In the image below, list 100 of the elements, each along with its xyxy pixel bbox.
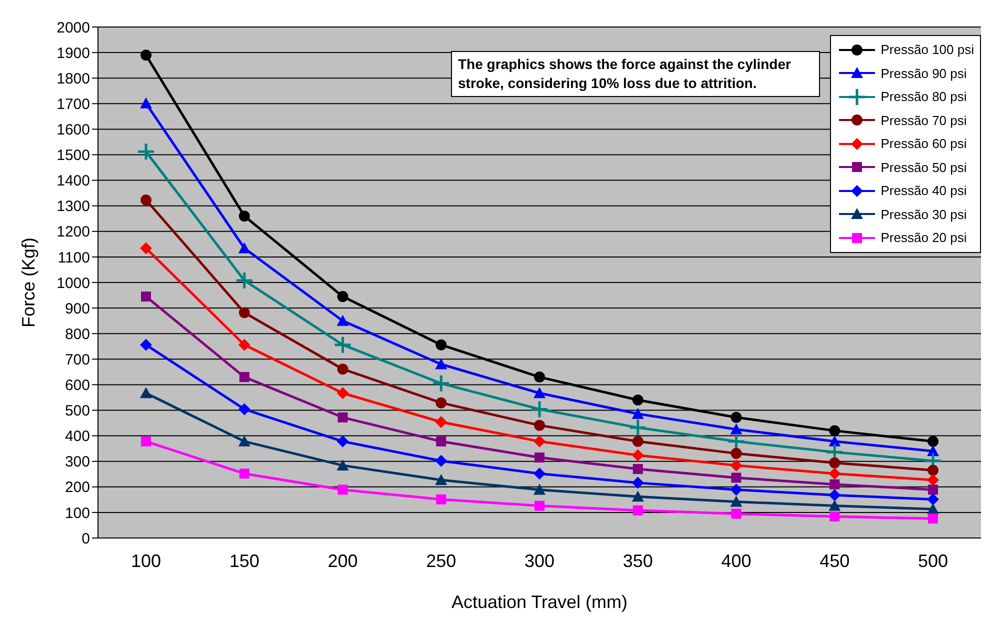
point — [435, 358, 448, 370]
point — [141, 292, 151, 302]
legend-label: Pressão 40 psi — [880, 183, 967, 198]
y-tick-label: 1500 — [56, 147, 90, 164]
legend-label: Pressão 100 psi — [880, 42, 974, 58]
y-tick-label: 1100 — [58, 249, 90, 266]
point — [828, 468, 841, 480]
y-tick-label: 800 — [64, 326, 90, 343]
x-tick-label: 450 — [820, 550, 850, 571]
point — [828, 500, 841, 511]
y-tick-label: 1900 — [56, 44, 90, 62]
point — [432, 374, 450, 393]
point — [830, 512, 840, 522]
point — [927, 493, 939, 506]
x-tick-label: 200 — [328, 550, 358, 571]
point — [731, 472, 742, 483]
y-tick-label: 600 — [64, 377, 90, 394]
point — [235, 271, 254, 290]
x-tick-label: 400 — [721, 550, 752, 571]
point — [140, 387, 152, 398]
x-tick-label: 250 — [426, 550, 456, 571]
point — [928, 436, 938, 447]
y-tick-label: 1700 — [56, 96, 90, 113]
point — [828, 435, 841, 446]
point — [238, 403, 250, 416]
point — [238, 210, 250, 222]
point — [140, 338, 152, 351]
point — [530, 400, 549, 418]
point — [730, 412, 742, 423]
point — [436, 494, 446, 504]
point — [632, 394, 644, 406]
point — [534, 387, 546, 398]
point — [534, 468, 546, 480]
point — [136, 142, 156, 161]
point — [632, 476, 644, 489]
y-tick-label: 2000 — [56, 19, 90, 36]
y-tick-label: 700 — [64, 351, 90, 368]
x-tick-label: 150 — [229, 550, 260, 571]
point — [730, 448, 742, 459]
y-tick-label: 400 — [64, 428, 90, 446]
legend-label: Pressão 50 psi — [880, 160, 967, 175]
y-tick-label: 1400 — [56, 172, 90, 190]
point — [632, 490, 644, 502]
point — [238, 242, 250, 254]
point — [828, 489, 841, 502]
point — [436, 397, 447, 408]
x-axis-title: Actuation Travel (mm) — [451, 592, 628, 612]
point — [336, 435, 349, 448]
y-tick-label: 200 — [64, 479, 90, 496]
y-tick-label: 300 — [64, 454, 90, 471]
legend-label: Pressão 30 psi — [880, 206, 967, 222]
point — [730, 459, 742, 472]
point — [534, 420, 545, 431]
point — [534, 484, 546, 495]
x-tick-label: 500 — [918, 550, 948, 571]
point — [928, 464, 938, 476]
point — [927, 474, 939, 486]
legend-label: Pressão 60 psi — [880, 136, 967, 152]
point — [239, 372, 250, 382]
y-tick-label: 100 — [64, 504, 90, 522]
y-tick-label: 1800 — [56, 70, 90, 88]
point — [338, 412, 348, 422]
point — [140, 50, 152, 61]
y-tick-label: 1000 — [56, 274, 90, 292]
legend-label: Pressão 70 psi — [880, 112, 967, 128]
point — [534, 372, 545, 383]
point — [628, 418, 648, 437]
point — [435, 474, 448, 485]
point — [436, 436, 446, 446]
point — [336, 314, 349, 326]
y-tick-label: 1300 — [56, 198, 90, 216]
point — [141, 436, 151, 446]
point — [140, 194, 152, 206]
legend-label: Pressão 80 psi — [880, 89, 967, 104]
point — [534, 435, 546, 448]
point — [239, 468, 250, 479]
point — [435, 416, 448, 428]
point — [730, 484, 742, 496]
point — [829, 457, 840, 468]
point — [830, 479, 840, 490]
y-axis-title: Force (Kgf) — [18, 237, 38, 328]
legend-label: Pressão 20 psi — [880, 230, 967, 246]
annotation: The graphics shows the force against the cylinder stroke, considering 10% loss due to attrition. — [451, 51, 820, 97]
y-tick-label: 1200 — [56, 224, 90, 241]
point — [731, 508, 742, 519]
point — [436, 339, 447, 350]
point — [829, 425, 840, 436]
point — [632, 464, 643, 474]
point — [928, 514, 938, 524]
point — [334, 336, 352, 354]
point — [238, 338, 250, 351]
point — [632, 505, 643, 516]
point — [336, 459, 349, 470]
point — [534, 500, 544, 511]
x-tick-label: 300 — [524, 550, 555, 571]
point — [338, 484, 348, 495]
x-tick-label: 100 — [130, 550, 162, 571]
point — [435, 454, 448, 467]
point — [632, 436, 644, 447]
point — [238, 307, 250, 318]
